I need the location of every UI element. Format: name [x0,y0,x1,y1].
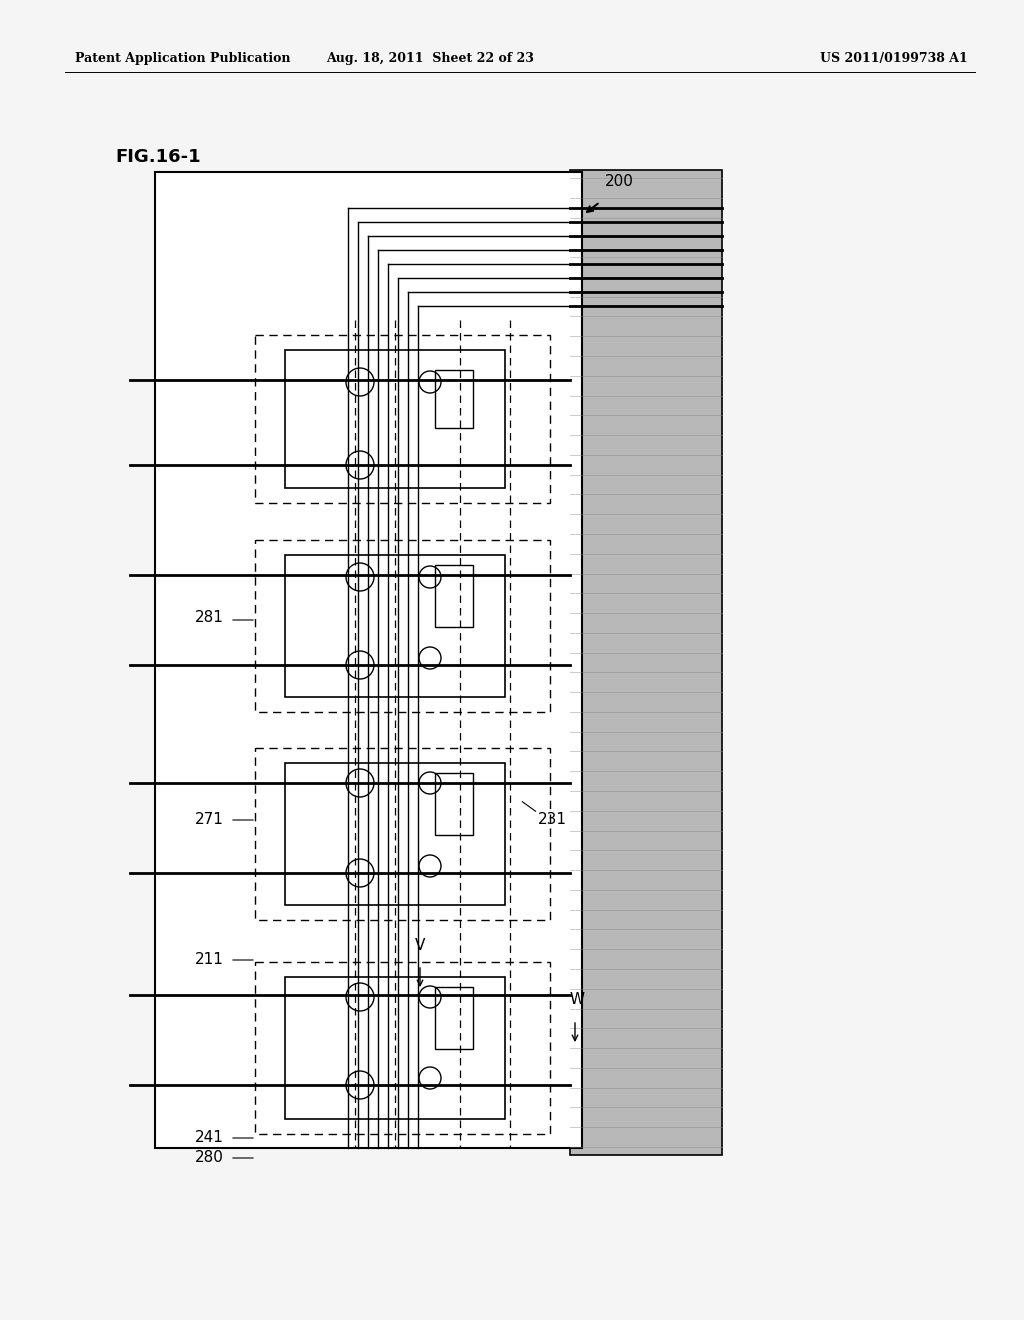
Text: US 2011/0199738 A1: US 2011/0199738 A1 [820,51,968,65]
Text: 200: 200 [605,174,634,190]
Bar [155,172,582,1148]
Text: FIG.16-1: FIG.16-1 [115,148,201,166]
Text: 231: 231 [538,813,567,828]
Text: 281: 281 [195,610,224,624]
Bar [435,774,473,836]
Text: V: V [415,937,425,953]
Bar [255,962,550,1134]
Text: 241: 241 [195,1130,224,1146]
Bar [285,977,505,1119]
Bar [285,554,505,697]
Bar [255,335,550,503]
Text: 271: 271 [195,813,224,828]
Bar [435,370,473,428]
Bar [285,350,505,488]
Bar [255,540,550,711]
Bar [255,748,550,920]
Text: Aug. 18, 2011  Sheet 22 of 23: Aug. 18, 2011 Sheet 22 of 23 [326,51,534,65]
Text: 211: 211 [195,953,224,968]
Text: Patent Application Publication: Patent Application Publication [75,51,291,65]
Bar [435,565,473,627]
Bar [570,170,722,1155]
Text: W: W [570,993,585,1007]
Bar [285,763,505,906]
Bar [435,987,473,1049]
Text: 280: 280 [195,1151,224,1166]
